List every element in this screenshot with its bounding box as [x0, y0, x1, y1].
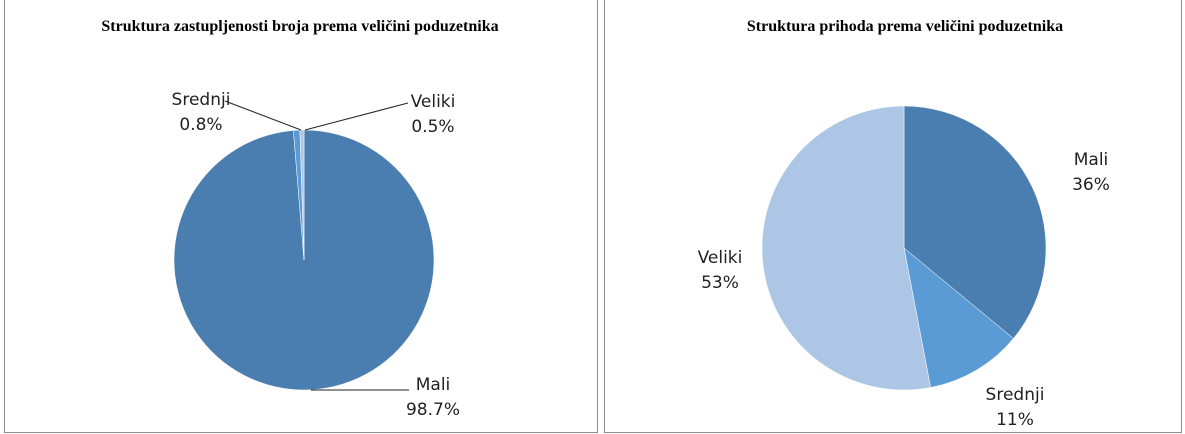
leader-line	[224, 100, 302, 131]
slice-label: Srednji	[986, 385, 1045, 405]
pie-slice	[761, 105, 931, 391]
slice-value: 98.7%	[406, 400, 460, 420]
pie-slice	[903, 247, 1014, 388]
slice-label: Mali	[416, 375, 451, 395]
slice-value: 0.8%	[179, 115, 222, 135]
chart-title: Struktura zastupljenosti broja prema vel…	[101, 18, 499, 35]
slice-label: Veliki	[411, 92, 456, 112]
slice-value: 0.5%	[411, 117, 454, 137]
slice-label: Mali	[1074, 150, 1109, 170]
chart-panel: Struktura prihoda prema veličini poduzet…	[604, 0, 1182, 433]
chart: Mali 36% Srednji 11% Veliki 53%	[698, 105, 1110, 430]
slice-value: 36%	[1072, 175, 1110, 195]
chart-title: Struktura prihoda prema veličini poduzet…	[746, 18, 1064, 35]
leader-line	[304, 102, 409, 131]
slice-label: Veliki	[698, 248, 743, 268]
slice-value: 53%	[701, 273, 739, 293]
slice-value: 11%	[996, 410, 1034, 430]
chart-panel: Struktura zastupljenosti broja prema vel…	[4, 0, 598, 433]
chart: Mali 98.7% Srednji 0.8% Veliki 0.5%	[172, 90, 460, 420]
pie-slice	[903, 105, 1047, 339]
slice-label: Srednji	[172, 90, 231, 110]
